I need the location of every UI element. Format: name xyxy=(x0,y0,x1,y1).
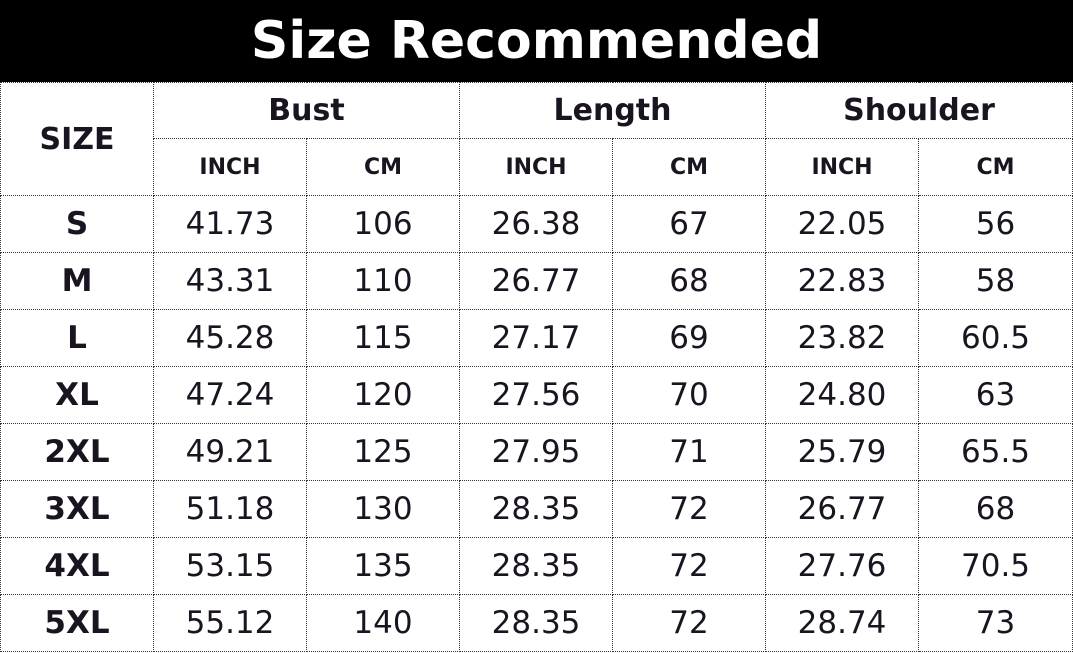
length-cm-cell: 72 xyxy=(612,480,767,538)
table-row: S 41.73 106 26.38 67 22.05 56 xyxy=(0,195,1073,253)
bust-cm-cell: 115 xyxy=(305,309,461,367)
table-row: XL 47.24 120 27.56 70 24.80 63 xyxy=(0,366,1073,424)
table-row: L 45.28 115 27.17 69 23.82 60.5 xyxy=(0,309,1073,367)
length-header: Length xyxy=(459,82,767,139)
size-header: SIZE xyxy=(0,82,154,196)
table-row: M 43.31 110 26.77 68 22.83 58 xyxy=(0,252,1073,310)
shoulder-cm-cell: 58 xyxy=(918,252,1073,310)
bust-inch-cell: 47.24 xyxy=(153,366,307,424)
bust-cm-cell: 130 xyxy=(305,480,461,538)
table-row: 5XL 55.12 140 28.35 72 28.74 73 xyxy=(0,594,1073,652)
length-inch-cell: 27.17 xyxy=(459,309,614,367)
length-inch-cell: 27.95 xyxy=(459,423,614,481)
shoulder-inch-cell: 22.83 xyxy=(765,252,920,310)
size-cell: 3XL xyxy=(0,480,154,538)
length-inch-cell: 27.56 xyxy=(459,366,614,424)
bust-inch-cell: 53.15 xyxy=(153,537,307,595)
length-cm-cell: 67 xyxy=(612,195,767,253)
size-cell: L xyxy=(0,309,154,367)
bust-inch-cell: 49.21 xyxy=(153,423,307,481)
shoulder-cm-cell: 70.5 xyxy=(918,537,1073,595)
unit-header: CM xyxy=(918,138,1073,196)
table-row: 2XL 49.21 125 27.95 71 25.79 65.5 xyxy=(0,423,1073,481)
length-inch-cell: 28.35 xyxy=(459,594,614,652)
shoulder-header: Shoulder xyxy=(765,82,1073,139)
bust-inch-cell: 55.12 xyxy=(153,594,307,652)
unit-header: INCH xyxy=(459,138,614,196)
bust-inch-cell: 45.28 xyxy=(153,309,307,367)
shoulder-cm-cell: 63 xyxy=(918,366,1073,424)
bust-cm-cell: 140 xyxy=(305,594,461,652)
shoulder-cm-cell: 56 xyxy=(918,195,1073,253)
length-cm-cell: 72 xyxy=(612,594,767,652)
bust-cm-cell: 110 xyxy=(305,252,461,310)
header-row-units: INCH CM INCH CM INCH CM xyxy=(1,138,1073,196)
shoulder-inch-cell: 22.05 xyxy=(765,195,920,253)
bust-cm-cell: 120 xyxy=(305,366,461,424)
length-inch-cell: 28.35 xyxy=(459,537,614,595)
size-cell: XL xyxy=(0,366,154,424)
unit-header: CM xyxy=(612,138,767,196)
shoulder-inch-cell: 27.76 xyxy=(765,537,920,595)
size-cell: 4XL xyxy=(0,537,154,595)
shoulder-inch-cell: 24.80 xyxy=(765,366,920,424)
shoulder-inch-cell: 28.74 xyxy=(765,594,920,652)
bust-cm-cell: 106 xyxy=(305,195,461,253)
length-cm-cell: 71 xyxy=(612,423,767,481)
length-cm-cell: 69 xyxy=(612,309,767,367)
length-cm-cell: 68 xyxy=(612,252,767,310)
shoulder-cm-cell: 60.5 xyxy=(918,309,1073,367)
shoulder-inch-cell: 25.79 xyxy=(765,423,920,481)
bust-inch-cell: 41.73 xyxy=(153,195,307,253)
size-cell: S xyxy=(0,195,154,253)
bust-cm-cell: 125 xyxy=(305,423,461,481)
bust-header: Bust xyxy=(152,82,461,139)
table-row: 3XL 51.18 130 28.35 72 26.77 68 xyxy=(0,480,1073,538)
bust-inch-cell: 51.18 xyxy=(153,480,307,538)
header-row-groups: SIZE Bust Length Shoulder xyxy=(0,82,1073,196)
length-cm-cell: 70 xyxy=(612,366,767,424)
unit-header: CM xyxy=(305,138,461,196)
shoulder-inch-cell: 26.77 xyxy=(765,480,920,538)
table-row: 4XL 53.15 135 28.35 72 27.76 70.5 xyxy=(0,537,1073,595)
shoulder-cm-cell: 65.5 xyxy=(918,423,1073,481)
unit-header: INCH xyxy=(765,138,920,196)
length-inch-cell: 28.35 xyxy=(459,480,614,538)
size-cell: M xyxy=(0,252,154,310)
shoulder-inch-cell: 23.82 xyxy=(765,309,920,367)
bust-cm-cell: 135 xyxy=(305,537,461,595)
bust-inch-cell: 43.31 xyxy=(153,252,307,310)
length-cm-cell: 72 xyxy=(612,537,767,595)
shoulder-cm-cell: 68 xyxy=(918,480,1073,538)
size-chart-table: SIZE Bust Length Shoulder INCH CM INCH C… xyxy=(0,82,1073,652)
shoulder-cm-cell: 73 xyxy=(918,594,1073,652)
unit-header: INCH xyxy=(153,138,307,196)
length-inch-cell: 26.38 xyxy=(459,195,614,253)
table-title: Size Recommended xyxy=(0,0,1073,82)
size-cell: 5XL xyxy=(0,594,154,652)
length-inch-cell: 26.77 xyxy=(459,252,614,310)
size-cell: 2XL xyxy=(0,423,154,481)
